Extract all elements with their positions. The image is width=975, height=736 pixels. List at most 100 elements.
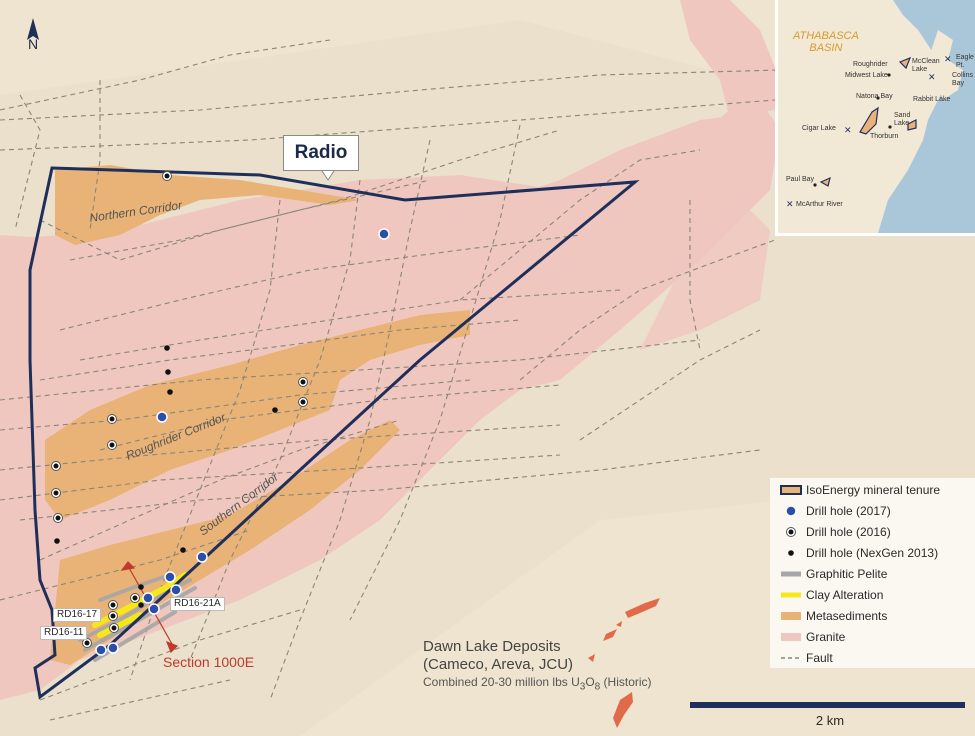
inset-natona: Natona Bay	[856, 93, 893, 100]
drill-hole-2017[interactable]	[164, 571, 176, 583]
faults	[0, 39, 781, 721]
dawn-lake-resource: Combined 20-30 million lbs U3O8 (Histori…	[423, 675, 652, 693]
legend-item-drill-2016: Drill hole (2016)	[770, 522, 891, 542]
drill-hole-2017[interactable]	[196, 551, 208, 563]
inset-collins-name: Collins	[952, 72, 974, 79]
granite-east	[640, 200, 770, 350]
legend: IsoEnergy mineral tenure Drill hole (201…	[770, 478, 975, 668]
inset-eagle: Eagle Pt.	[956, 54, 974, 70]
svg-text:✕: ✕	[844, 125, 852, 135]
inset-eagle-suffix: Pt.	[956, 62, 965, 69]
inset-mcclean: McClean Lake	[912, 58, 940, 74]
inset-cigar: Cigar Lake	[802, 125, 836, 132]
scale-bar	[690, 702, 965, 708]
drill-hole-nexgen[interactable]	[138, 584, 144, 590]
section-arrow-north	[120, 561, 136, 571]
legend-item-metasediments: Metasediments	[770, 606, 887, 626]
inset-sand-name: Sand	[894, 112, 911, 119]
inset-thorburn: Thorburn	[870, 133, 899, 140]
inset-land-patch	[928, 30, 963, 100]
legend-label: Fault	[806, 651, 833, 665]
drill-hole-2016[interactable]	[51, 488, 61, 498]
legend-label: Drill hole (2016)	[806, 525, 891, 539]
inset-collins: Collins Bay	[952, 72, 973, 88]
drill-hole-2017[interactable]	[148, 603, 160, 615]
inset-mine-icons: ✕ ✕ ✕ ✕	[786, 54, 952, 209]
inset-map-canvas: ✕ ✕ ✕ ✕	[778, 0, 975, 233]
inset-water	[878, 0, 975, 233]
legend-item-graphitic-pelite: Graphitic Pelite	[770, 564, 887, 584]
inset-collins-suffix: Bay	[952, 80, 965, 87]
inset-eagle-name: Eagle	[956, 54, 974, 61]
svg-text:✕: ✕	[928, 72, 936, 82]
section-arrow-south	[165, 640, 179, 654]
drill-hole-2017[interactable]	[170, 584, 182, 596]
legend-grey-line-icon	[776, 564, 806, 584]
legend-label: IsoEnergy mineral tenure	[806, 483, 941, 497]
drill-hole-2017[interactable]	[95, 644, 107, 656]
roughrider-corridor-unit	[45, 310, 470, 520]
legend-item-drill-nexgen: Drill hole (NexGen 2013)	[770, 543, 938, 563]
drill-hole-nexgen[interactable]	[167, 389, 173, 395]
drill-hole-2016[interactable]	[298, 397, 308, 407]
drill-hole-2016[interactable]	[162, 171, 172, 181]
drill-hole-nexgen[interactable]	[165, 369, 171, 375]
drill-hole-2016[interactable]	[130, 593, 140, 603]
drill-hole-nexgen[interactable]	[54, 538, 60, 544]
legend-label: Drill hole (2017)	[806, 504, 891, 518]
inset-sand-suffix: Lake	[894, 120, 910, 127]
legend-dashed-line-icon	[776, 648, 806, 668]
inset-roughrider: Roughrider	[853, 61, 888, 68]
legend-label: Metasediments	[806, 609, 888, 623]
legend-black-dot-icon	[776, 543, 806, 563]
drill-hole-nexgen[interactable]	[272, 407, 278, 413]
drill-hole-2016[interactable]	[109, 623, 119, 633]
drill-holes-2016	[51, 171, 308, 648]
drill-label-rd16-21a: RD16-21A	[170, 597, 225, 611]
legend-label: Granite	[806, 630, 846, 644]
radio-callout-pointer	[319, 167, 337, 181]
drill-hole-2017[interactable]	[142, 592, 154, 604]
northern-corridor-unit	[55, 165, 360, 245]
inset-mcarthur: McArthur River	[796, 201, 843, 208]
inset-basin-label: ATHABASCA BASIN	[793, 30, 859, 54]
drill-hole-2016[interactable]	[298, 377, 308, 387]
drill-hole-2016[interactable]	[108, 600, 118, 610]
drill-hole-nexgen[interactable]	[164, 345, 170, 351]
drill-hole-nexgen[interactable]	[138, 602, 144, 608]
drill-hole-2016[interactable]	[108, 611, 118, 621]
inset-sand: Sand Lake	[894, 112, 910, 128]
section-1000e-label: Section 1000E	[163, 654, 255, 670]
drill-hole-2016[interactable]	[82, 638, 92, 648]
legend-item-clay-alteration: Clay Alteration	[770, 585, 883, 605]
north-arrow-icon	[27, 18, 39, 40]
legend-label: Graphitic Pelite	[806, 567, 888, 581]
svg-text:✕: ✕	[786, 199, 794, 209]
legend-item-drill-2017: Drill hole (2017)	[770, 501, 891, 521]
inset-midwest: Midwest Lake	[845, 72, 888, 79]
legend-label: Clay Alteration	[806, 588, 884, 602]
north-label: N	[27, 36, 39, 52]
drill-hole-2017[interactable]	[107, 642, 119, 654]
svg-text:✕: ✕	[944, 54, 952, 64]
dawn-lake-deposits	[588, 598, 660, 728]
inset-basin-line-2: BASIN	[809, 42, 843, 54]
legend-ring-dot-icon	[776, 522, 806, 542]
drill-holes-nexgen-2013	[54, 345, 278, 608]
drill-hole-2016[interactable]	[107, 440, 117, 450]
dawn-lake-annotation: Dawn Lake Deposits (Cameco, Areva, JCU) …	[423, 638, 652, 695]
drill-hole-nexgen[interactable]	[180, 547, 186, 553]
drill-hole-2017[interactable]	[156, 411, 168, 423]
legend-tenure-symbol	[776, 480, 806, 500]
dawn-lake-title: Dawn Lake Deposits	[423, 638, 561, 655]
legend-orange-box-icon	[776, 606, 806, 626]
drill-hole-2016[interactable]	[51, 461, 61, 471]
inset-mcclean-name: McClean	[912, 58, 940, 65]
drill-hole-2016[interactable]	[107, 414, 117, 424]
drill-label-rd16-17: RD16-17	[53, 608, 102, 622]
legend-blue-dot-icon	[776, 501, 806, 521]
drill-hole-2016[interactable]	[53, 513, 63, 523]
drill-hole-2017[interactable]	[378, 228, 390, 240]
legend-pink-box-icon	[776, 627, 806, 647]
dawn-lake-owners: (Cameco, Areva, JCU)	[423, 656, 574, 673]
